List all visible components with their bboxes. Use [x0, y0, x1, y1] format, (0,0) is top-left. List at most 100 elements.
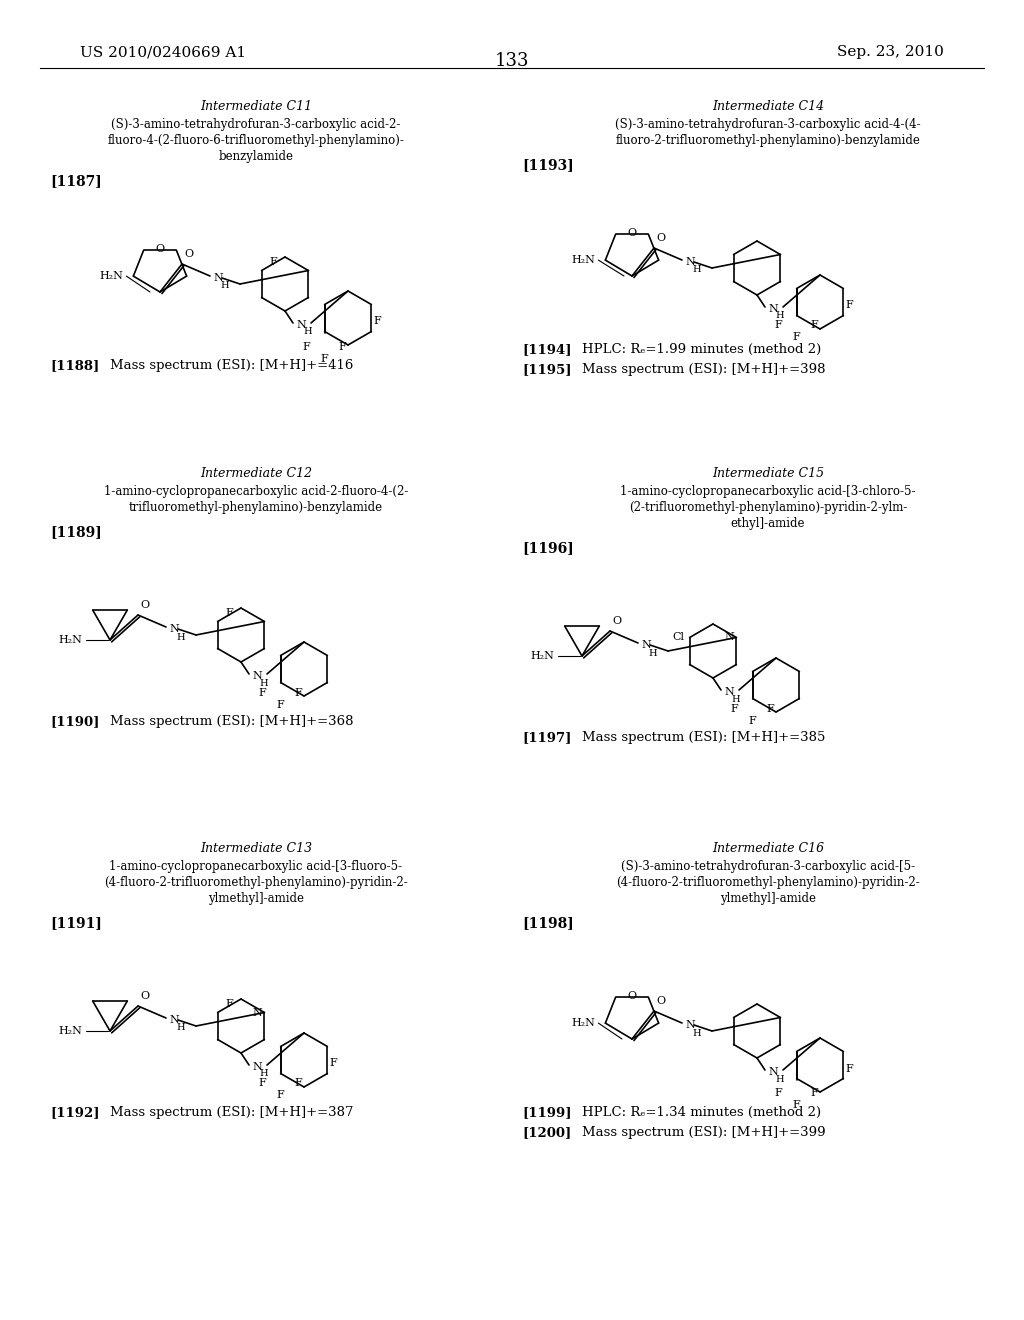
- Text: F: F: [225, 999, 233, 1008]
- Text: H₂N: H₂N: [58, 1026, 82, 1036]
- Text: ylmethyl]-amide: ylmethyl]-amide: [720, 892, 816, 906]
- Text: [1187]: [1187]: [50, 174, 101, 187]
- Text: F: F: [811, 321, 818, 330]
- Text: Intermediate C12: Intermediate C12: [200, 467, 312, 480]
- Text: F: F: [374, 317, 381, 326]
- Text: Intermediate C14: Intermediate C14: [712, 100, 824, 114]
- Text: H: H: [648, 648, 656, 657]
- Text: N: N: [768, 304, 778, 314]
- Text: N: N: [724, 632, 734, 643]
- Text: F: F: [767, 704, 774, 714]
- Text: F: F: [330, 1059, 337, 1068]
- Text: O: O: [656, 234, 666, 243]
- Text: H: H: [692, 1028, 700, 1038]
- Text: (S)-3-amino-tetrahydrofuran-3-carboxylic acid-2-: (S)-3-amino-tetrahydrofuran-3-carboxylic…: [112, 117, 400, 131]
- Text: 133: 133: [495, 51, 529, 70]
- Text: (S)-3-amino-tetrahydrofuran-3-carboxylic acid-4-(4-: (S)-3-amino-tetrahydrofuran-3-carboxylic…: [615, 117, 921, 131]
- Text: [1198]: [1198]: [522, 916, 573, 931]
- Text: Intermediate C16: Intermediate C16: [712, 842, 824, 855]
- Text: N: N: [768, 1067, 778, 1077]
- Text: (S)-3-amino-tetrahydrofuran-3-carboxylic acid-[5-: (S)-3-amino-tetrahydrofuran-3-carboxylic…: [621, 861, 915, 873]
- Text: N: N: [213, 273, 223, 282]
- Text: [1197]: [1197]: [522, 731, 571, 744]
- Text: H: H: [692, 265, 700, 275]
- Text: F: F: [225, 609, 233, 618]
- Text: Mass spectrum (ESI): [M+H]+=387: Mass spectrum (ESI): [M+H]+=387: [110, 1106, 353, 1119]
- Text: H₂N: H₂N: [571, 1018, 595, 1028]
- Text: F: F: [303, 342, 310, 351]
- Text: F: F: [276, 1090, 285, 1101]
- Text: F: F: [846, 1064, 853, 1073]
- Text: H₂N: H₂N: [99, 271, 123, 281]
- Text: [1194]: [1194]: [522, 343, 571, 356]
- Text: benzylamide: benzylamide: [218, 150, 294, 162]
- Text: Cl: Cl: [673, 632, 685, 643]
- Text: Mass spectrum (ESI): [M+H]+=368: Mass spectrum (ESI): [M+H]+=368: [110, 715, 353, 729]
- Text: F: F: [276, 700, 285, 710]
- Text: trifluoromethyl-phenylamino)-benzylamide: trifluoromethyl-phenylamino)-benzylamide: [129, 502, 383, 513]
- Text: F: F: [749, 715, 757, 726]
- Text: HPLC: Rₑ=1.99 minutes (method 2): HPLC: Rₑ=1.99 minutes (method 2): [582, 343, 821, 356]
- Text: US 2010/0240669 A1: US 2010/0240669 A1: [80, 45, 246, 59]
- Text: F: F: [775, 1089, 782, 1098]
- Text: fluoro-4-(2-fluoro-6-trifluoromethyl-phenylamino)-: fluoro-4-(2-fluoro-6-trifluoromethyl-phe…: [108, 135, 404, 147]
- Text: ylmethyl]-amide: ylmethyl]-amide: [208, 892, 304, 906]
- Text: H: H: [259, 678, 267, 688]
- Text: Mass spectrum (ESI): [M+H]+=398: Mass spectrum (ESI): [M+H]+=398: [582, 363, 825, 376]
- Text: H: H: [775, 312, 783, 321]
- Text: O: O: [612, 616, 622, 626]
- Text: F: F: [259, 688, 266, 697]
- Text: Intermediate C11: Intermediate C11: [200, 100, 312, 114]
- Text: N: N: [685, 257, 694, 267]
- Text: F: F: [846, 301, 853, 310]
- Text: O: O: [184, 249, 194, 259]
- Text: Intermediate C15: Intermediate C15: [712, 467, 824, 480]
- Text: F: F: [731, 704, 738, 714]
- Text: H₂N: H₂N: [58, 635, 82, 645]
- Text: Mass spectrum (ESI): [M+H]+=416: Mass spectrum (ESI): [M+H]+=416: [110, 359, 353, 372]
- Text: H₂N: H₂N: [571, 255, 595, 265]
- Text: 1-amino-cyclopropanecarboxylic acid-2-fluoro-4-(2-: 1-amino-cyclopropanecarboxylic acid-2-fl…: [103, 484, 409, 498]
- Text: H: H: [220, 281, 228, 290]
- Text: N: N: [169, 1015, 179, 1026]
- Text: (4-fluoro-2-trifluoromethyl-phenylamino)-pyridin-2-: (4-fluoro-2-trifluoromethyl-phenylamino)…: [104, 876, 408, 888]
- Text: O: O: [628, 991, 637, 1002]
- Text: Sep. 23, 2010: Sep. 23, 2010: [838, 45, 944, 59]
- Text: Intermediate C13: Intermediate C13: [200, 842, 312, 855]
- Text: F: F: [793, 1101, 801, 1110]
- Text: ethyl]-amide: ethyl]-amide: [731, 517, 805, 531]
- Text: O: O: [656, 997, 666, 1006]
- Text: F: F: [259, 1078, 266, 1089]
- Text: H: H: [775, 1074, 783, 1084]
- Text: F: F: [793, 333, 801, 342]
- Text: [1195]: [1195]: [522, 363, 571, 376]
- Text: [1200]: [1200]: [522, 1126, 571, 1139]
- Text: [1191]: [1191]: [50, 916, 101, 931]
- Text: [1193]: [1193]: [522, 158, 573, 172]
- Text: H₂N: H₂N: [530, 651, 554, 661]
- Text: [1189]: [1189]: [50, 525, 101, 539]
- Text: F: F: [811, 1089, 818, 1098]
- Text: (4-fluoro-2-trifluoromethyl-phenylamino)-pyridin-2-: (4-fluoro-2-trifluoromethyl-phenylamino)…: [616, 876, 920, 888]
- Text: F: F: [269, 257, 278, 267]
- Text: N: N: [685, 1020, 694, 1030]
- Text: F: F: [321, 354, 329, 363]
- Text: N: N: [641, 640, 650, 649]
- Text: O: O: [156, 244, 165, 255]
- Text: N: N: [252, 671, 262, 681]
- Text: H: H: [176, 1023, 184, 1032]
- Text: [1192]: [1192]: [50, 1106, 99, 1119]
- Text: HPLC: Rₑ=1.34 minutes (method 2): HPLC: Rₑ=1.34 minutes (method 2): [582, 1106, 821, 1119]
- Text: H: H: [731, 694, 739, 704]
- Text: [1190]: [1190]: [50, 715, 99, 729]
- Text: O: O: [140, 991, 150, 1001]
- Text: N: N: [252, 1063, 262, 1072]
- Text: F: F: [775, 321, 782, 330]
- Text: F: F: [295, 688, 302, 697]
- Text: H: H: [176, 632, 184, 642]
- Text: O: O: [140, 601, 150, 610]
- Text: N: N: [169, 624, 179, 634]
- Text: N: N: [296, 319, 306, 330]
- Text: N: N: [252, 1007, 262, 1018]
- Text: F: F: [295, 1078, 302, 1089]
